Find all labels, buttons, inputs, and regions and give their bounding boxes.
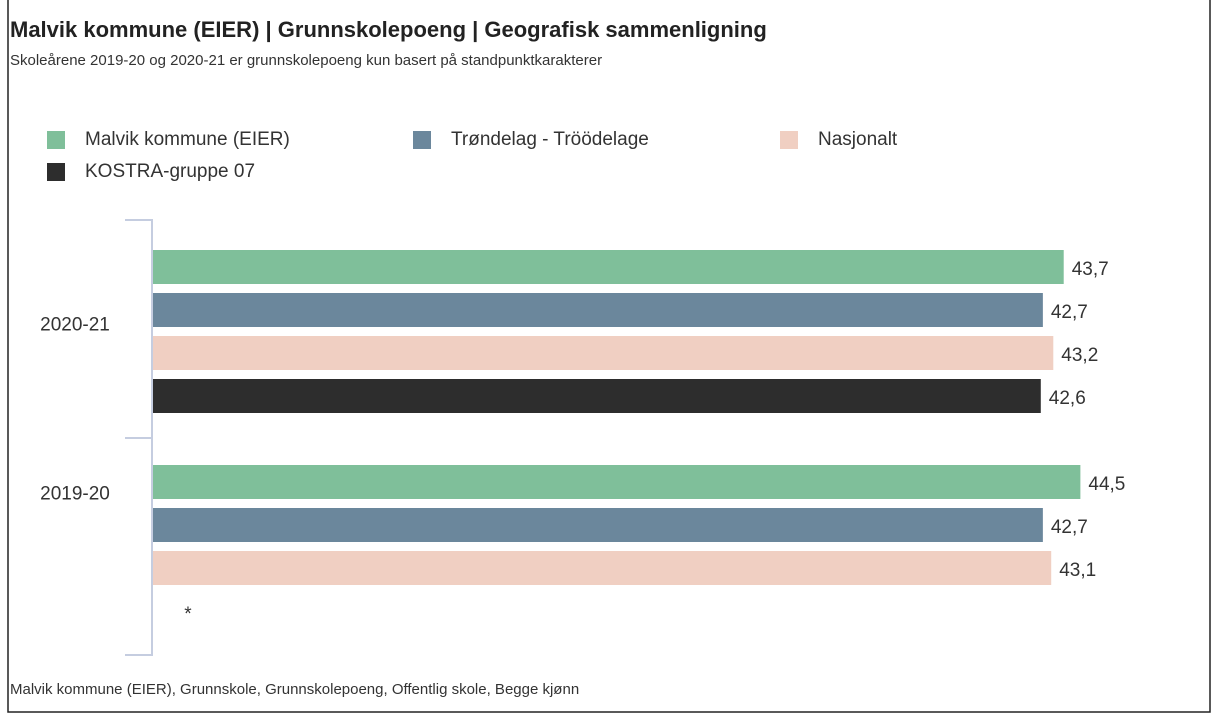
bar bbox=[153, 379, 1041, 413]
frame bbox=[7, 0, 1211, 713]
bar bbox=[153, 293, 1043, 327]
bar bbox=[153, 508, 1043, 542]
legend-swatch bbox=[780, 131, 798, 149]
group-axis bbox=[125, 219, 153, 656]
value-label: 42,7 bbox=[1051, 517, 1088, 538]
value-label: 44,5 bbox=[1088, 474, 1125, 495]
category-label: 2019-20 bbox=[40, 484, 110, 505]
legend-swatch bbox=[47, 131, 65, 149]
bar bbox=[153, 250, 1064, 284]
legend-label: Nasjonalt bbox=[818, 129, 898, 150]
bar bbox=[153, 465, 1081, 499]
value-label: 43,7 bbox=[1072, 259, 1109, 280]
category-label: 2020-21 bbox=[40, 315, 110, 336]
value-label: 42,6 bbox=[1049, 388, 1086, 409]
bar bbox=[153, 551, 1052, 585]
bar bbox=[153, 336, 1054, 370]
footer: Malvik kommune (EIER), Grunnskole, Grunn… bbox=[10, 681, 579, 698]
value-label: 42,7 bbox=[1051, 302, 1088, 323]
missing-note: * bbox=[184, 604, 192, 625]
value-label: 43,1 bbox=[1059, 560, 1096, 581]
legend-label: Malvik kommune (EIER) bbox=[85, 129, 290, 150]
legend-label: KOSTRA-gruppe 07 bbox=[85, 161, 255, 182]
group-bracket bbox=[125, 219, 153, 656]
legend-label: Trøndelag - Tröödelage bbox=[451, 129, 649, 150]
chart-subtitle: Skoleårene 2019-20 og 2020-21 er grunnsk… bbox=[10, 52, 602, 69]
legend-swatch bbox=[413, 131, 431, 149]
value-label: 43,2 bbox=[1061, 345, 1098, 366]
legend-swatch bbox=[47, 163, 65, 181]
chart-title: Malvik kommune (EIER) | Grunnskolepoeng … bbox=[10, 17, 767, 42]
